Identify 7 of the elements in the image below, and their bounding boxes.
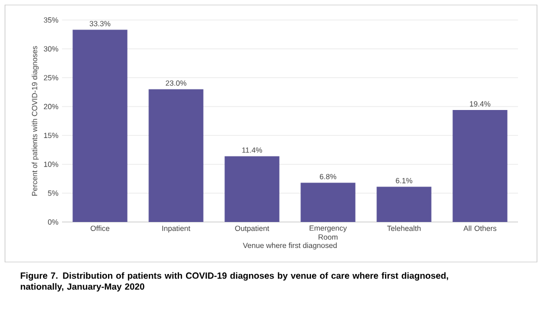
bar [452, 110, 508, 222]
text: Figure 7. Distribution of patients with COVID-19 diagnoses by venue of care where first diagnosed, nationally, January-May 2020 [20, 272, 448, 292]
bar [148, 89, 204, 222]
bar [376, 186, 432, 222]
bar [72, 30, 128, 222]
bar [300, 182, 356, 222]
bar [224, 156, 280, 222]
